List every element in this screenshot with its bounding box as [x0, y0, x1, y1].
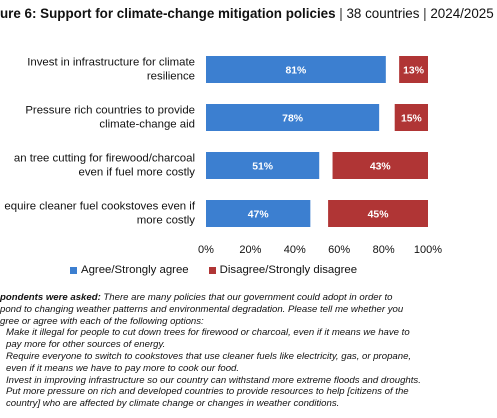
bar-disagree [399, 56, 428, 83]
legend: Agree/Strongly agree Disagree/Strongly d… [70, 264, 357, 276]
title-separator: | [335, 6, 347, 21]
legend-item-agree: Agree/Strongly agree [70, 264, 189, 276]
notes-line: pondents were asked: There are many poli… [0, 292, 497, 304]
notes-option-line: Put more pressure on rich and developed … [6, 386, 409, 398]
chart-title: ure 6: Support for climate-change mitiga… [0, 6, 494, 21]
x-tick-label: 80% [373, 244, 395, 254]
bar-agree [206, 104, 380, 131]
category-label: Invest in infrastructure for climate resi… [27, 57, 195, 83]
bar-chart: Invest in infrastructure for climate resi… [4, 56, 442, 254]
title-countries: 38 countries [346, 6, 420, 21]
data-label-disagree: 13% [403, 66, 424, 77]
survey-question-notes: pondents were asked: There are many poli… [0, 292, 497, 410]
notes-line: pond to changing weather patterns and en… [0, 303, 404, 315]
data-label-agree: 51% [252, 162, 273, 173]
bar-agree [206, 56, 386, 83]
category-label: Pressure rich countries to provide climat… [25, 105, 195, 131]
notes-option-line: even if it means we have to pay more to … [6, 362, 240, 374]
notes-option-line: country] who are affected by climate cha… [6, 398, 340, 410]
notes-intro-text: There are many policies that our governm… [100, 292, 393, 303]
bar-disagree [328, 200, 428, 227]
notes-line: gree or agree with each of the following… [0, 315, 204, 327]
legend-swatch-agree [70, 266, 77, 274]
bar-agree [206, 152, 320, 179]
notes-option-line: pay more for other sources of energy. [6, 339, 166, 351]
bar-agree [206, 200, 311, 227]
legend-item-disagree: Disagree/Strongly disagree [208, 264, 358, 276]
title-main: ure 6: Support for climate-change mitiga… [0, 6, 336, 21]
bar-disagree [332, 152, 428, 179]
data-label-agree: 47% [248, 210, 269, 221]
legend-swatch-disagree [208, 266, 216, 274]
legend-label-agree: Agree/Strongly agree [81, 264, 189, 276]
x-tick-label: 20% [239, 244, 261, 254]
data-label-disagree: 15% [401, 114, 422, 125]
data-label-agree: 78% [282, 114, 303, 125]
data-label-disagree: 45% [368, 210, 389, 221]
notes-option-line: Make it illegal for people to cut down t… [6, 327, 410, 339]
data-label-agree: 81% [286, 66, 307, 77]
title-years: 2024/2025 [430, 6, 494, 21]
category-label: an tree cutting for firewood/charcoal eve… [14, 153, 195, 179]
x-tick-label: 100% [414, 244, 442, 254]
notes-label: pondents were asked: [0, 292, 101, 303]
legend-label-disagree: Disagree/Strongly disagree [219, 264, 358, 276]
category-label: equire cleaner fuel cookstoves even if mo… [4, 201, 195, 227]
notes-option-line: Require everyone to switch to cookstoves… [6, 350, 412, 362]
x-tick-label: 0% [198, 244, 214, 254]
x-tick-label: 60% [328, 244, 350, 254]
bar-disagree [394, 104, 428, 131]
title-separator: | [419, 6, 431, 21]
notes-option-line: Invest in improving infrastructure so ou… [6, 374, 421, 386]
data-label-disagree: 43% [370, 162, 391, 173]
x-tick-label: 40% [284, 244, 306, 254]
